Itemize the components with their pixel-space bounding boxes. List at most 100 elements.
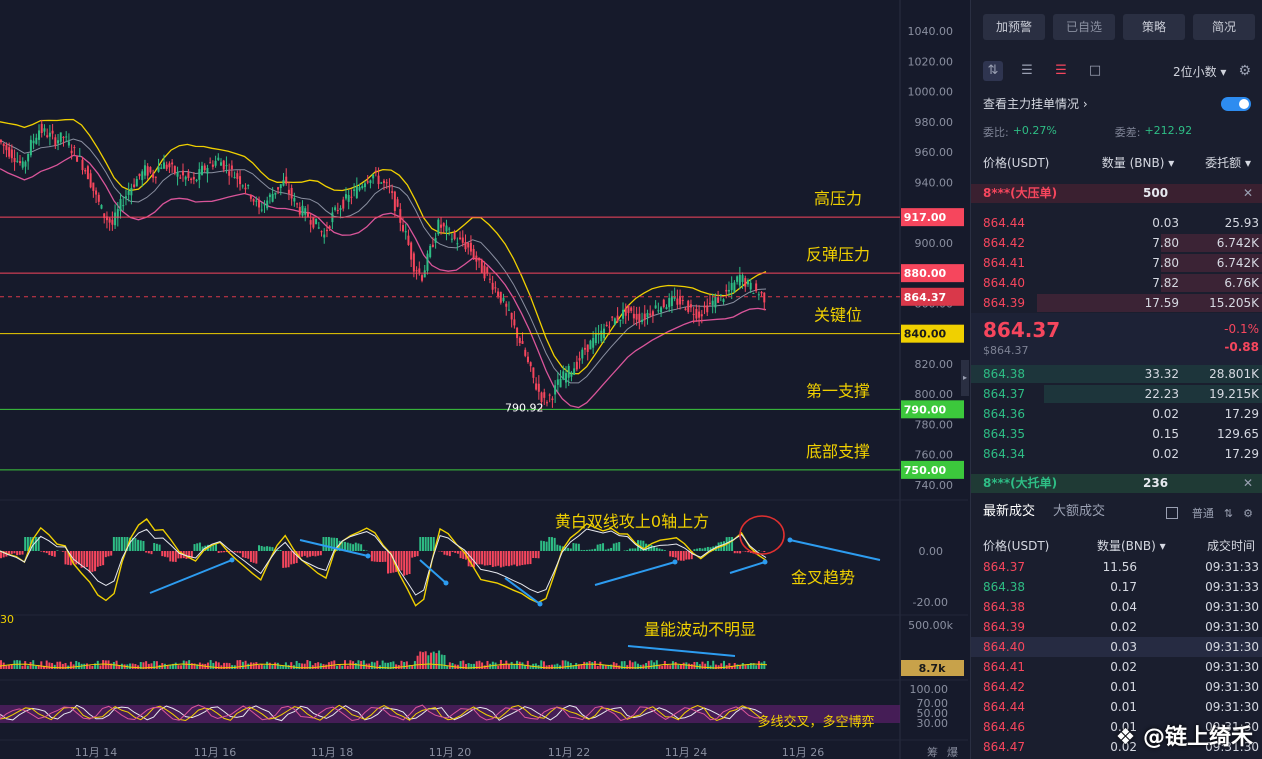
main-orders-toggle[interactable] — [1221, 96, 1251, 111]
sort-icon[interactable]: ⇅ — [1223, 506, 1234, 520]
candle-body — [279, 184, 282, 189]
ask-row[interactable]: 864.40 7.82 6.76K — [971, 273, 1262, 293]
volume-bar — [704, 663, 707, 669]
candle-body — [654, 305, 657, 309]
macd-bar — [317, 551, 320, 556]
candle-body — [622, 309, 625, 319]
macd-bar — [34, 537, 37, 551]
watchlist-button[interactable]: 已自选 — [1053, 14, 1115, 40]
volume-bar — [166, 665, 169, 669]
macd-bar — [172, 551, 175, 562]
candle-body — [497, 291, 500, 297]
ask-row[interactable]: 864.41 7.80 6.742K — [971, 253, 1262, 273]
volume-bar — [583, 661, 586, 669]
volume-bar — [690, 664, 693, 669]
bids-view-icon[interactable]: ☰ — [1021, 63, 1033, 78]
ask-total: 6.742K — [1216, 256, 1259, 270]
price-chart[interactable]: 1040.00 1020.00 1000.00 980.00 960.00 940.00 9… — [0, 0, 968, 759]
macd-bar — [403, 551, 406, 576]
price-tick-label: 980.00 — [915, 116, 954, 129]
candle-body — [491, 282, 494, 290]
orderbook-header: 价格(USDT) 数量 (BNB) ▾ 委托额 ▾ — [971, 140, 1262, 171]
bid-row[interactable]: 864.34 0.02 17.29 — [971, 444, 1262, 464]
volume-bar — [220, 665, 223, 669]
candle-body — [146, 166, 149, 176]
macd-bar — [241, 551, 244, 558]
expand-view-icon[interactable]: □ — [1088, 63, 1102, 78]
big-bid-row[interactable]: 8***(大托单) 236 ✕ — [971, 474, 1262, 493]
trade-row: 864.46 0.01 09:31:30 — [971, 717, 1262, 737]
macd-bar — [610, 547, 613, 551]
macd-bar — [688, 551, 691, 560]
total-header[interactable]: 委托额 ▾ — [1205, 156, 1251, 170]
volume-ma-line — [0, 663, 768, 669]
chart-area[interactable]: 1040.00 1020.00 1000.00 980.00 960.00 940.00 9… — [0, 0, 969, 759]
candle-body — [160, 167, 163, 169]
normal-checkbox[interactable] — [1165, 507, 1178, 519]
macd-bar — [639, 540, 642, 551]
macd-bar — [602, 543, 605, 551]
volume-bar — [295, 660, 298, 669]
collapse-handle[interactable]: ▸ — [961, 360, 969, 396]
ask-row[interactable]: 864.42 7.80 6.742K — [971, 233, 1262, 253]
trade-time: 09:31:30 — [1205, 620, 1259, 634]
macd-bar — [588, 549, 591, 551]
macd-bar — [446, 551, 449, 556]
gear-icon[interactable]: ⚙ — [1243, 506, 1253, 520]
trend-arrow-head — [537, 601, 543, 607]
bid-row[interactable]: 864.37 22.23 19.215K — [971, 384, 1262, 404]
trend-arrow — [419, 559, 447, 584]
gear-icon[interactable]: ⚙ — [1238, 63, 1251, 79]
strategy-button[interactable]: 策略 — [1123, 14, 1185, 40]
macd-bar — [220, 551, 223, 553]
volume-bar — [51, 663, 54, 669]
bid-row[interactable]: 864.36 0.02 17.29 — [971, 404, 1262, 424]
ask-row[interactable]: 864.44 0.03 25.93 — [971, 213, 1262, 233]
candle-body — [358, 187, 361, 191]
macd-bar — [64, 551, 67, 565]
candle-body — [32, 140, 35, 144]
both-sides-view-icon[interactable]: ⇅ — [983, 61, 1003, 81]
volume-bar — [542, 661, 545, 669]
volume-bar — [669, 665, 672, 669]
add-alert-button[interactable]: 加预警 — [983, 14, 1045, 40]
price-tick-label: 760.00 — [915, 449, 954, 462]
decimals-select[interactable]: 2位小数 ▾ — [1172, 64, 1227, 79]
main-orders-label: 查看主力挂单情况 — [983, 97, 1080, 111]
macd-dea-line — [0, 528, 767, 596]
macd-bar — [513, 551, 516, 565]
macd-bar — [427, 537, 430, 551]
overview-button[interactable]: 简况 — [1193, 14, 1255, 40]
volume-bar — [37, 664, 40, 669]
macd-bar — [276, 549, 279, 551]
asks-view-icon[interactable]: ☰ — [1055, 63, 1067, 78]
macd-bar — [674, 551, 677, 558]
volume-bar — [688, 663, 691, 669]
candle-body — [657, 310, 660, 312]
volume-bar — [747, 664, 750, 669]
candle-body — [67, 141, 70, 146]
volume-bar — [236, 660, 239, 669]
candle-body — [179, 177, 182, 179]
main-orders-toggle-row[interactable]: 查看主力挂单情况 › — [971, 82, 1262, 112]
tab-latest[interactable]: 最新成交 — [983, 504, 1036, 519]
ask-row[interactable]: 864.39 17.59 15.205K — [971, 293, 1262, 313]
level-tag-880.00 — [901, 264, 964, 283]
candle-body — [464, 242, 467, 250]
bid-row[interactable]: 864.35 0.15 129.65 — [971, 424, 1262, 444]
candle-body — [206, 167, 209, 174]
macd-bar — [381, 551, 384, 562]
tab-large[interactable]: 大额成交 — [1053, 504, 1106, 519]
macd-bar — [690, 551, 693, 560]
bid-row[interactable]: 864.38 33.32 28.801K — [971, 364, 1262, 384]
macd-bar — [650, 544, 653, 551]
macd-bar — [408, 551, 411, 575]
macd-bar — [526, 551, 529, 565]
candle-body — [736, 276, 739, 282]
candle-body — [567, 365, 570, 378]
candle-body — [304, 208, 307, 215]
volume-bar — [298, 663, 301, 669]
qty-header[interactable]: 数量 (BNB) ▾ — [1101, 156, 1175, 170]
macd-bar — [451, 551, 454, 553]
big-ask-row[interactable]: 8***(大压单) 500 ✕ — [971, 184, 1262, 203]
